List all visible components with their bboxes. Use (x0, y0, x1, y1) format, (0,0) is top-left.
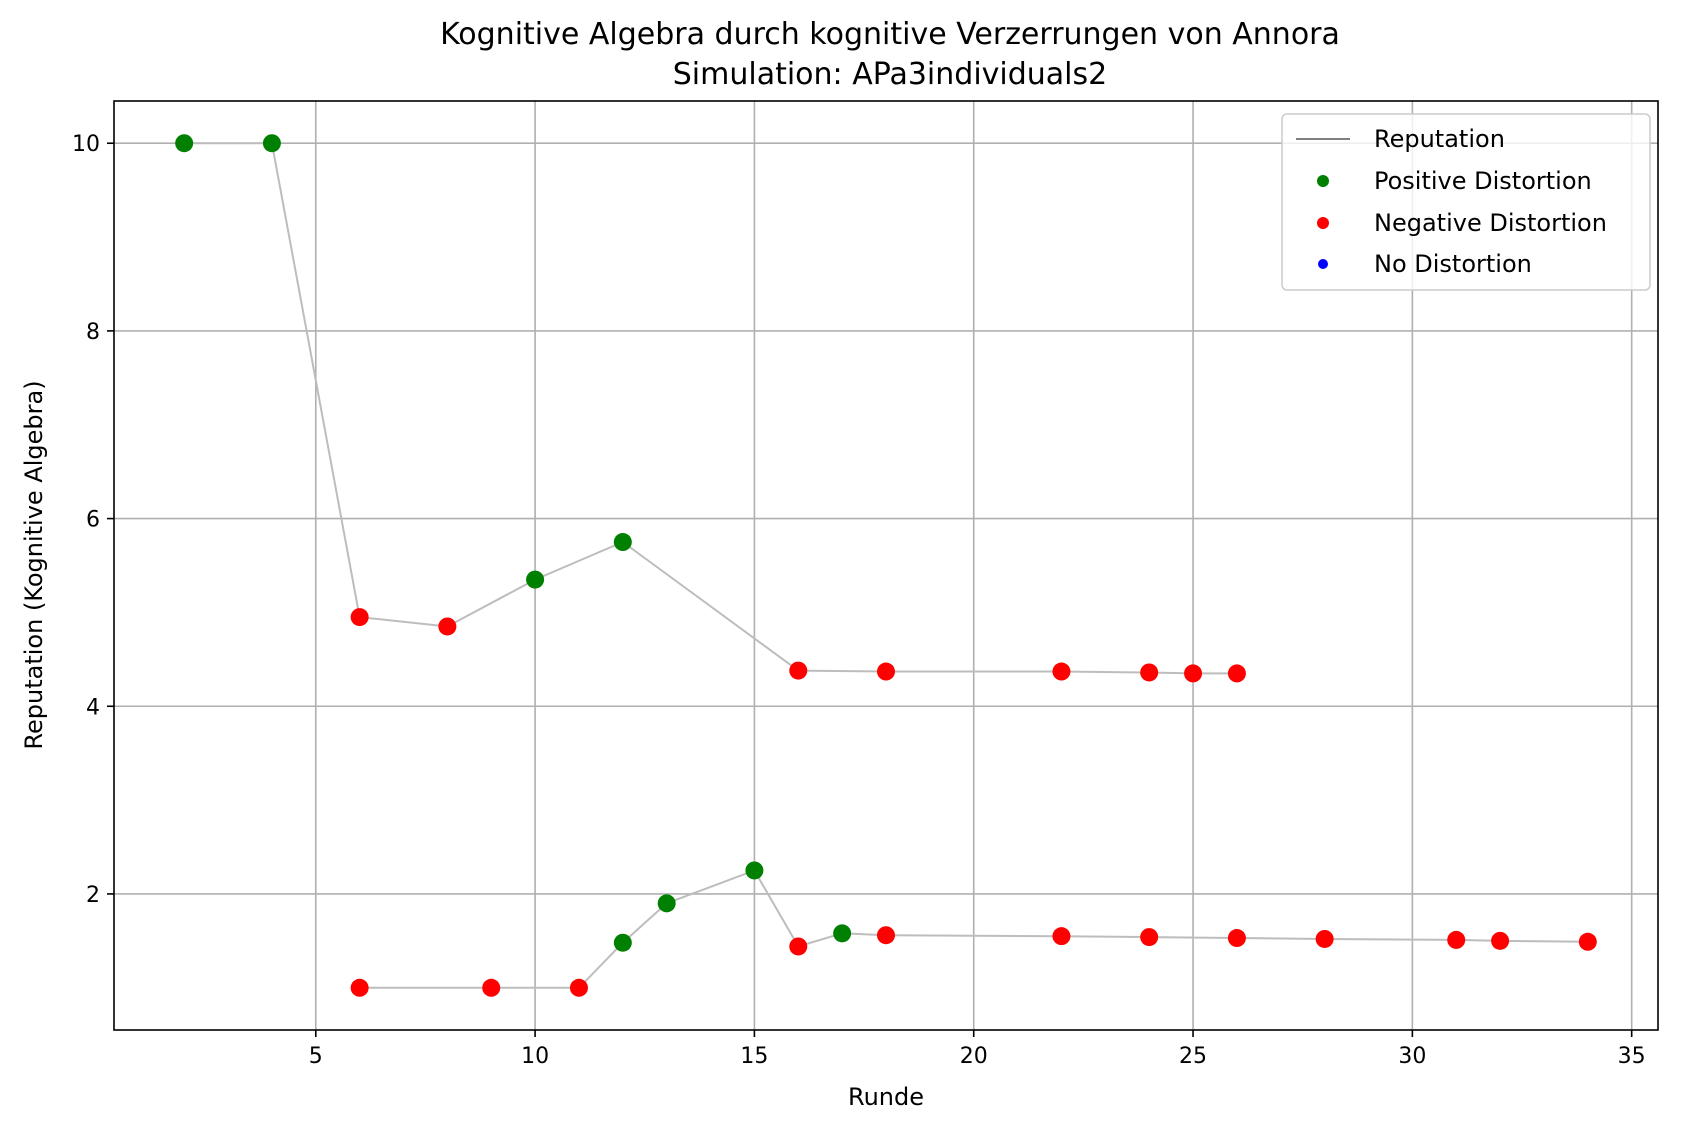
negative-distortion-point (1227, 929, 1246, 948)
y-tick-label: 8 (86, 320, 100, 345)
negative-distortion-point (438, 617, 457, 636)
negative-distortion-point (1447, 930, 1466, 949)
positive-distortion-point (613, 533, 632, 552)
negative-distortion-point (1578, 932, 1597, 951)
legend-none-marker-icon (1318, 259, 1328, 269)
distortion-points (175, 134, 1597, 997)
y-axis-ticks: 2 4 6 8 10 (72, 132, 114, 908)
chart-subtitle: Simulation: APa3individuals2 (673, 57, 1108, 92)
x-tick-label: 10 (521, 1044, 549, 1069)
negative-distortion-point (350, 978, 369, 997)
grid (114, 101, 1658, 1030)
chart-title: Kognitive Algebra durch kognitive Verzer… (440, 17, 1340, 52)
positive-distortion-point (175, 134, 194, 153)
plot-frame (113, 100, 1659, 1031)
negative-distortion-point (877, 662, 895, 681)
x-tick-label: 35 (1618, 1044, 1646, 1069)
y-tick-label: 6 (86, 508, 100, 533)
negative-distortion-point (1227, 664, 1246, 683)
legend-positive-marker-icon (1317, 175, 1329, 187)
y-tick-label: 4 (86, 695, 100, 720)
negative-distortion-point (1315, 929, 1334, 948)
legend-none-label: No Distortion (1374, 250, 1532, 278)
positive-distortion-point (745, 861, 764, 880)
positive-distortion-point (657, 894, 676, 913)
positive-distortion-point (262, 134, 281, 153)
y-tick-label: 2 (86, 883, 100, 908)
negative-distortion-point (1052, 662, 1071, 681)
negative-distortion-point (1140, 928, 1159, 947)
negative-distortion-point (350, 608, 369, 627)
negative-distortion-point (1052, 927, 1071, 946)
x-axis-label: Runde (848, 1083, 924, 1111)
negative-distortion-point (569, 978, 588, 997)
x-tick-label: 25 (1179, 1044, 1207, 1069)
legend-reputation-label: Reputation (1374, 125, 1505, 153)
x-tick-label: 20 (960, 1044, 988, 1069)
y-axis-label: Reputation (Kognitive Algebra) (20, 380, 48, 749)
negative-distortion-point (789, 661, 808, 680)
legend-positive-label: Positive Distortion (1374, 167, 1592, 195)
reputation-line-2 (359, 869, 1588, 989)
positive-distortion-point (526, 570, 545, 589)
x-tick-label: 30 (1398, 1044, 1426, 1069)
legend-box (1281, 113, 1651, 291)
negative-distortion-point (1491, 931, 1510, 950)
legend-negative-marker-icon (1317, 217, 1329, 229)
negative-distortion-point (1140, 663, 1159, 682)
negative-distortion-point (877, 926, 895, 945)
positive-distortion-point (833, 924, 852, 943)
x-tick-label: 5 (309, 1044, 323, 1069)
x-tick-label: 15 (740, 1044, 768, 1069)
x-axis-ticks: 5 10 15 20 25 30 35 (309, 1030, 1646, 1069)
legend: Reputation Positive Distortion Negative … (1281, 113, 1651, 291)
positive-distortion-point (613, 933, 632, 952)
negative-distortion-point (1184, 664, 1203, 683)
negative-distortion-point (789, 937, 808, 956)
legend-negative-label: Negative Distortion (1374, 209, 1607, 237)
negative-distortion-point (482, 978, 501, 997)
y-tick-label: 10 (72, 132, 100, 157)
